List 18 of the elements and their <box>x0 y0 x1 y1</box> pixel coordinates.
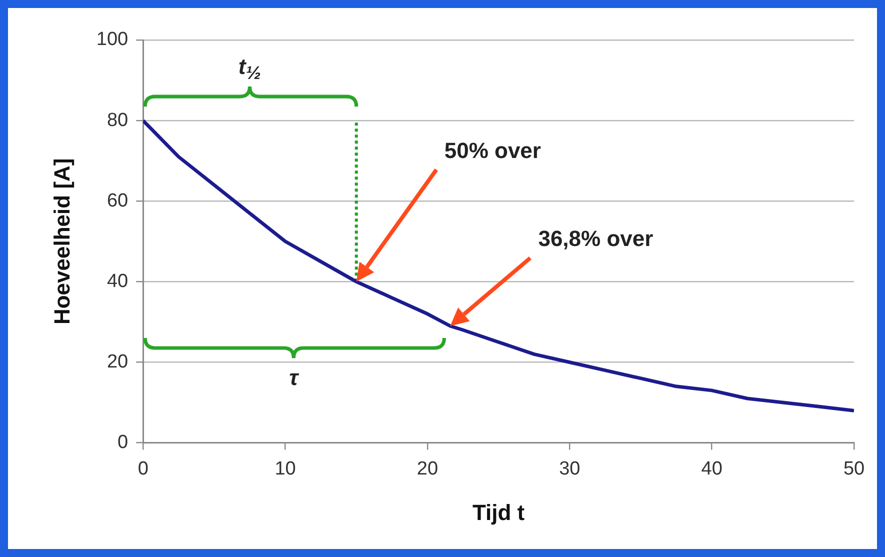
annotation: τ <box>289 364 298 391</box>
y-axis-title: Hoeveelheid [A] <box>49 158 74 325</box>
annotation: t$_{½}$ <box>238 53 262 84</box>
x-tick-label: 20 <box>416 458 438 480</box>
y-tick-label: 20 <box>106 351 128 372</box>
x-tick-label: 10 <box>274 458 296 480</box>
x-tick-label: 40 <box>701 458 722 480</box>
y-tick-label: 60 <box>106 190 128 212</box>
annotation: 36,8% over <box>538 226 654 252</box>
y-tick-label: 0 <box>118 432 128 454</box>
x-tick-label: 30 <box>559 458 580 480</box>
y-tick-label: 80 <box>106 110 128 131</box>
y-tick-label: 100 <box>96 29 128 50</box>
x-tick-label: 0 <box>138 458 148 480</box>
x-axis-title: Tijd t <box>472 500 526 525</box>
y-tick-label: 40 <box>106 270 128 292</box>
annotation: 50% over <box>444 138 541 164</box>
x-tick-label: 50 <box>843 458 865 480</box>
